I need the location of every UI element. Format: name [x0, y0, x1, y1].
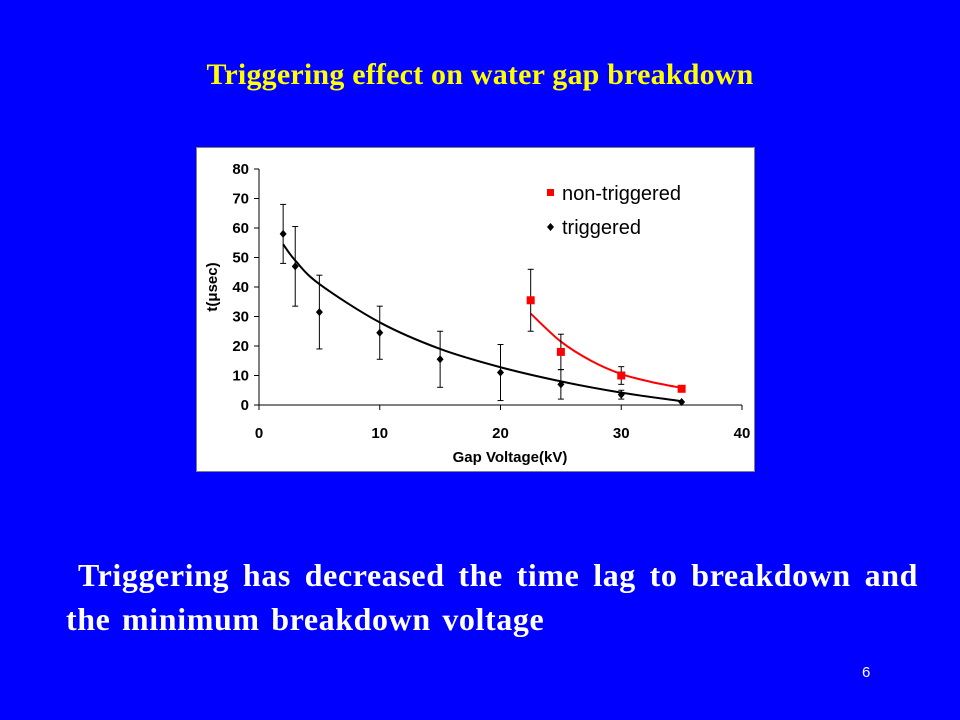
legend: non-triggered triggered — [547, 183, 681, 239]
x-tick-label: 0 — [255, 425, 263, 442]
x-ticks: 0 10 20 30 40 — [255, 405, 751, 442]
y-tick-label: 50 — [232, 250, 249, 267]
legend-marker-non-triggered — [547, 189, 554, 196]
y-tick-label: 30 — [232, 309, 249, 326]
legend-marker-triggered — [547, 223, 554, 231]
point-triggered — [678, 398, 686, 407]
x-tick-label: 30 — [613, 425, 630, 442]
y-tick-label: 20 — [232, 338, 249, 355]
y-tick-label: 40 — [232, 279, 249, 296]
y-tick-label: 80 — [232, 161, 249, 178]
legend-label-triggered: triggered — [562, 217, 641, 239]
point-non-triggered — [526, 296, 535, 305]
x-tick-label: 40 — [734, 425, 751, 442]
chart-area: 0 10 20 30 40 50 60 70 80 0 10 20 30 40 Gap Voltage(… — [196, 147, 755, 472]
point-triggered — [436, 355, 444, 364]
y-tick-label: 10 — [232, 368, 249, 385]
point-triggered — [617, 390, 625, 399]
point-triggered — [497, 368, 504, 377]
point-non-triggered — [677, 384, 686, 393]
x-tick-label: 20 — [492, 425, 509, 442]
data-markers — [279, 229, 686, 407]
y-ticks: 0 10 20 30 40 50 60 70 80 — [232, 161, 259, 414]
y-tick-label: 70 — [232, 191, 249, 208]
y-tick-label: 60 — [232, 220, 249, 237]
page-number: 6 — [862, 664, 871, 681]
point-triggered — [376, 328, 384, 337]
slide-body-text: Triggering has decreased the time lag to… — [66, 557, 918, 637]
x-tick-label: 10 — [371, 425, 388, 442]
x-axis-title: Gap Voltage(kV) — [453, 449, 568, 466]
point-triggered — [315, 308, 323, 317]
chart-svg: 0 10 20 30 40 50 60 70 80 0 10 20 30 40 Gap Voltage(… — [204, 161, 751, 466]
slide-title: Triggering effect on water gap breakdown — [206, 58, 754, 91]
point-triggered — [279, 229, 287, 238]
y-tick-label: 0 — [241, 397, 249, 414]
point-triggered — [291, 262, 299, 271]
trendline-non-triggered — [530, 312, 682, 389]
point-non-triggered — [556, 347, 565, 356]
legend-label-non-triggered: non-triggered — [562, 183, 681, 205]
point-non-triggered — [617, 371, 626, 380]
point-triggered — [557, 380, 565, 389]
y-axis-title: t(μsec) — [204, 262, 221, 311]
